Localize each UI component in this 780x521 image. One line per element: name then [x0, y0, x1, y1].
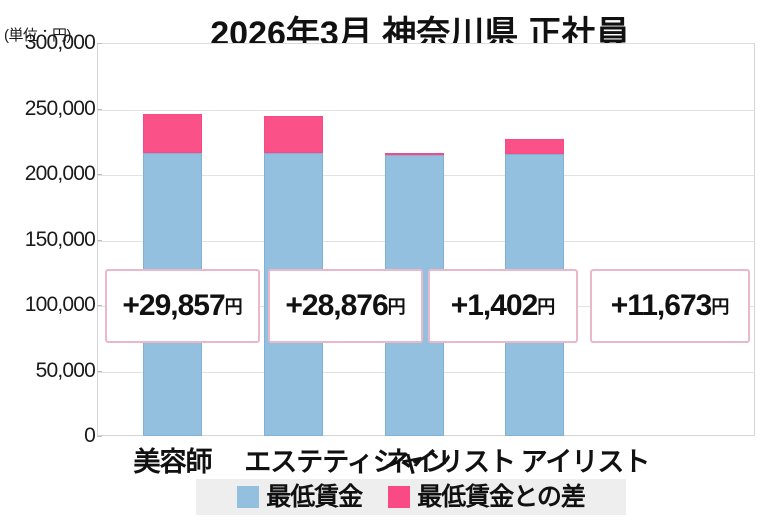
y-axis-tick-mark [97, 174, 102, 175]
gridline [98, 175, 754, 176]
x-axis-category-label: 美容師 [133, 447, 213, 477]
y-axis-tick-mark [97, 240, 102, 241]
y-axis-tick-label: 200,000 [24, 162, 96, 185]
data-label-value: +29,857 [122, 289, 225, 322]
legend-swatch-base-icon [237, 486, 260, 508]
x-axis-category-label: ネイリスト [385, 447, 516, 477]
chart-legend: 最低賃金 最低賃金との差 [196, 479, 626, 515]
data-label-box: +28,876 円 [268, 269, 423, 343]
y-axis-tick-mark [97, 436, 102, 437]
data-label-unit: 円 [711, 297, 730, 317]
gridline [98, 241, 754, 242]
gridline [98, 372, 754, 373]
plot-area [97, 43, 755, 436]
data-label-value: +28,876 [285, 289, 388, 322]
y-axis-tick-label: 250,000 [24, 97, 96, 120]
y-axis-tick-label: 150,000 [24, 228, 96, 251]
legend-item-diff: 最低賃金との差 [388, 482, 586, 511]
data-label-unit: 円 [224, 297, 243, 317]
data-label-box: +1,402 円 [428, 269, 578, 343]
y-axis-tick-label: 100,000 [24, 293, 96, 316]
y-axis-tick-label: 300,000 [24, 31, 96, 54]
x-axis-category-label: エステティシャン [244, 447, 451, 477]
data-label-value: +11,673 [610, 289, 713, 322]
data-label-box: +11,673 円 [590, 269, 750, 343]
y-axis-tick-mark [97, 305, 102, 306]
legend-label-base: 最低賃金 [266, 482, 363, 511]
y-axis-unit-label: (単位：円) [4, 27, 72, 44]
y-axis-tick-mark [97, 43, 102, 44]
data-label-unit: 円 [537, 297, 556, 317]
gridline [98, 110, 754, 111]
legend-item-base: 最低賃金 [237, 482, 363, 511]
y-axis-tick-mark [97, 371, 102, 372]
legend-swatch-diff-icon [388, 486, 411, 508]
legend-label-diff: 最低賃金との差 [417, 482, 586, 511]
x-axis-category-label: アイリスト [520, 447, 651, 477]
y-axis-tick-mark [97, 109, 102, 110]
y-axis: 0 50,000 100,000 150,000 200,000 250,000 300,0… [0, 0, 96, 521]
data-label-unit: 円 [387, 297, 406, 317]
data-label-value: +1,402 [450, 289, 539, 322]
data-label-box: +29,857 円 [105, 269, 260, 343]
y-axis-tick-label: 0 [84, 424, 96, 447]
y-axis-tick-label: 50,000 [35, 359, 96, 382]
